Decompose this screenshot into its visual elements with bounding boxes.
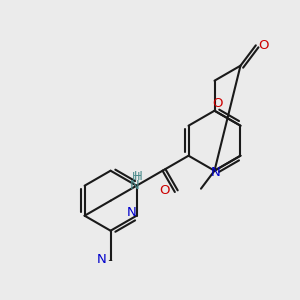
Text: O: O bbox=[212, 97, 223, 110]
Text: N: N bbox=[82, 299, 92, 300]
Text: H: H bbox=[134, 169, 142, 183]
Text: N: N bbox=[211, 166, 221, 179]
Text: N: N bbox=[127, 206, 137, 219]
Text: N: N bbox=[130, 178, 139, 192]
Text: O: O bbox=[159, 184, 169, 197]
Text: H: H bbox=[132, 172, 141, 182]
Text: O: O bbox=[258, 39, 268, 52]
Text: N: N bbox=[97, 253, 106, 266]
